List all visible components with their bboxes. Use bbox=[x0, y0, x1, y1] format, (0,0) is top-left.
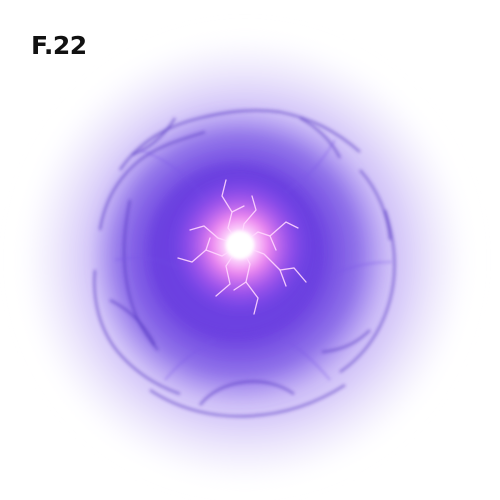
frame-number-label: F.22 bbox=[31, 31, 87, 60]
orb-core bbox=[226, 231, 254, 259]
orb-lightning bbox=[177, 179, 307, 315]
orb-tendrils bbox=[93, 109, 396, 418]
